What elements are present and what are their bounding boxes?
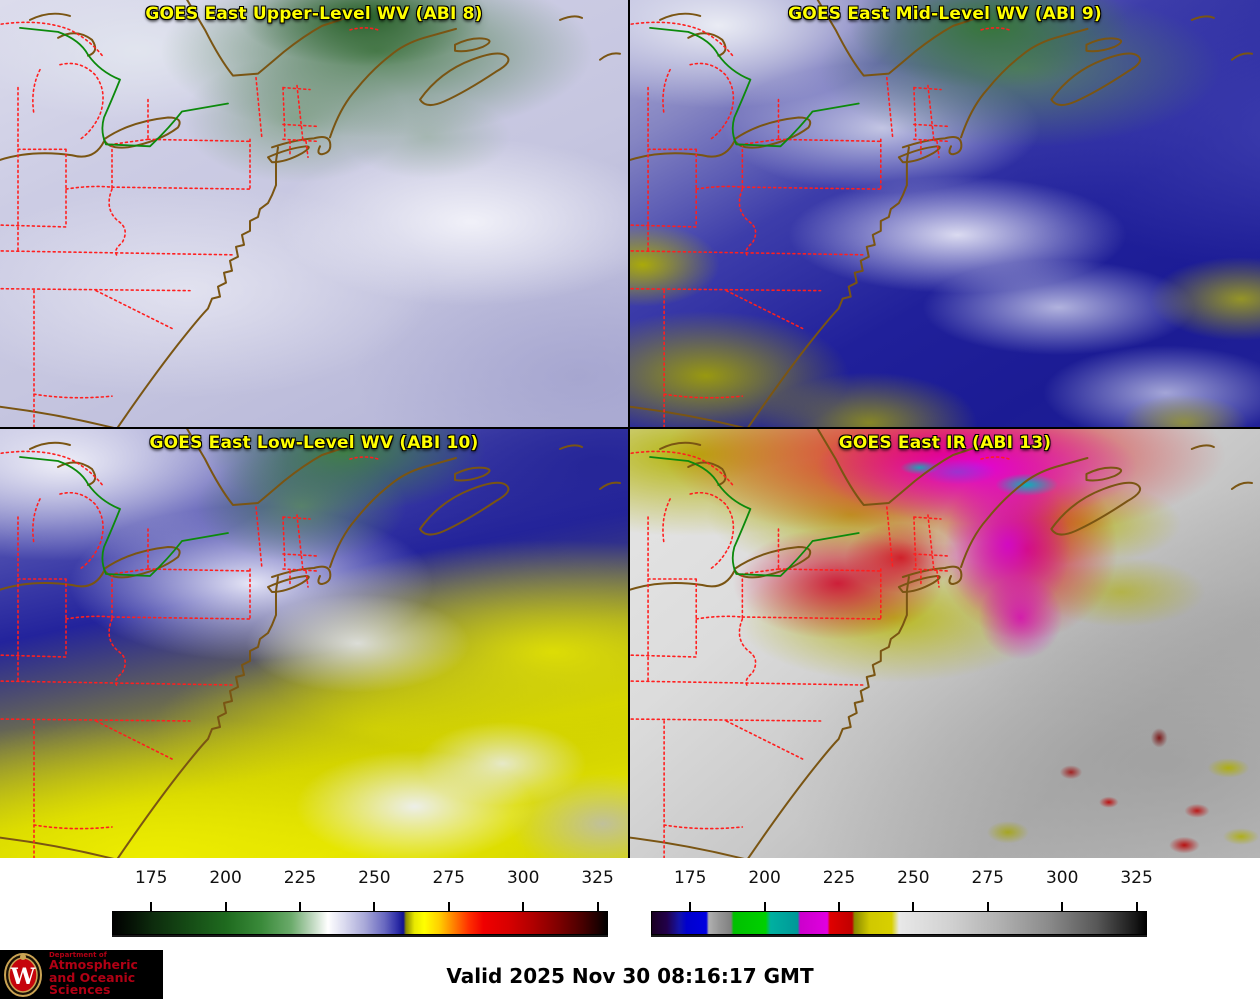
colorbar-tick-mark — [522, 902, 525, 911]
colorbar-tick-label: 175 — [673, 868, 707, 888]
colorbar-tick-label: 250 — [897, 868, 930, 888]
wv-colorbar-gradient — [112, 911, 608, 935]
wv-colorbar: 175 200 225 250 275 300 325 — [112, 868, 614, 938]
colorbar-tick-mark — [763, 902, 766, 911]
colorbar-tick-mark — [837, 902, 840, 911]
colorbar-tick-label: 325 — [1120, 868, 1153, 888]
colorbar-tick-label: 275 — [971, 868, 1005, 888]
panel-mid-level-wv-abi9: GOES East Mid-Level WV (ABI 9) — [630, 0, 1260, 427]
footer: 175 200 225 250 275 300 325 175 200 225 250 275 300… — [0, 858, 1260, 999]
panel-title-abi8: GOES East Upper-Level WV (ABI 8) — [145, 4, 483, 24]
wv-colorbar-tick-marks — [112, 902, 608, 911]
logo-line2: and Oceanic Sciences — [49, 969, 136, 998]
colorbar-tick-label: 275 — [432, 868, 466, 888]
uw-crest-icon: W — [4, 952, 42, 997]
colorbar-tick-mark — [224, 902, 227, 911]
colorbar-tick-label: 300 — [1045, 868, 1079, 888]
uw-aos-logo: W Department of Atmospheric and Oceanic … — [0, 950, 163, 999]
colorbar-tick-mark — [150, 902, 153, 911]
wv-colorbar-tick-labels: 175 200 225 250 275 300 325 — [112, 868, 614, 892]
ir-colorbar-gradient — [651, 911, 1147, 935]
logo-line1: Atmospheric — [49, 956, 138, 972]
colorbar-tick-mark — [447, 902, 450, 911]
map-overlay — [630, 429, 1253, 858]
ir-colorbar-tick-marks — [651, 902, 1147, 911]
panel-upper-level-wv-abi8: GOES East Upper-Level WV (ABI 8) — [0, 0, 628, 427]
logo-dept-small: Department of — [49, 950, 107, 959]
colorbar-tick-mark — [298, 902, 301, 911]
colorbar-tick-mark — [986, 902, 989, 911]
ir-colorbar: 175 200 225 250 275 300 325 — [651, 868, 1153, 938]
map-overlay — [630, 0, 1253, 427]
map-overlay — [0, 0, 621, 427]
panel-ir-abi13: GOES East IR (ABI 13) — [630, 429, 1260, 858]
colorbar-tick-label: 325 — [581, 868, 614, 888]
panel-title-abi10: GOES East Low-Level WV (ABI 10) — [149, 433, 479, 453]
colorbar-tick-label: 200 — [748, 868, 781, 888]
colorbar-tick-mark — [1135, 902, 1138, 911]
ir-colorbar-tick-labels: 175 200 225 250 275 300 325 — [651, 868, 1153, 892]
colorbar-tick-label: 300 — [506, 868, 540, 888]
colorbar-tick-label: 250 — [358, 868, 391, 888]
colorbar-tick-label: 175 — [134, 868, 168, 888]
colorbar-tick-label: 225 — [283, 868, 317, 888]
svg-text:W: W — [10, 964, 36, 990]
colorbar-tick-mark — [1061, 902, 1064, 911]
panel-low-level-wv-abi10: GOES East Low-Level WV (ABI 10) — [0, 429, 628, 858]
logo-text: Department of Atmospheric and Oceanic Sc… — [49, 950, 163, 998]
colorbar-tick-mark — [689, 902, 692, 911]
colorbar-tick-mark — [373, 902, 376, 911]
panel-title-abi13: GOES East IR (ABI 13) — [838, 433, 1052, 453]
satellite-panel-grid: GOES East Upper-Level WV (ABI 8) GOES Ea… — [0, 0, 1260, 858]
colorbar-tick-label: 200 — [209, 868, 242, 888]
colorbar-tick-label: 225 — [822, 868, 856, 888]
panel-title-abi9: GOES East Mid-Level WV (ABI 9) — [788, 4, 1102, 24]
map-overlay — [0, 429, 621, 858]
valid-time: Valid 2025 Nov 30 08:16:17 GMT — [446, 964, 814, 988]
colorbar-tick-mark — [912, 902, 915, 911]
colorbar-tick-mark — [596, 902, 599, 911]
